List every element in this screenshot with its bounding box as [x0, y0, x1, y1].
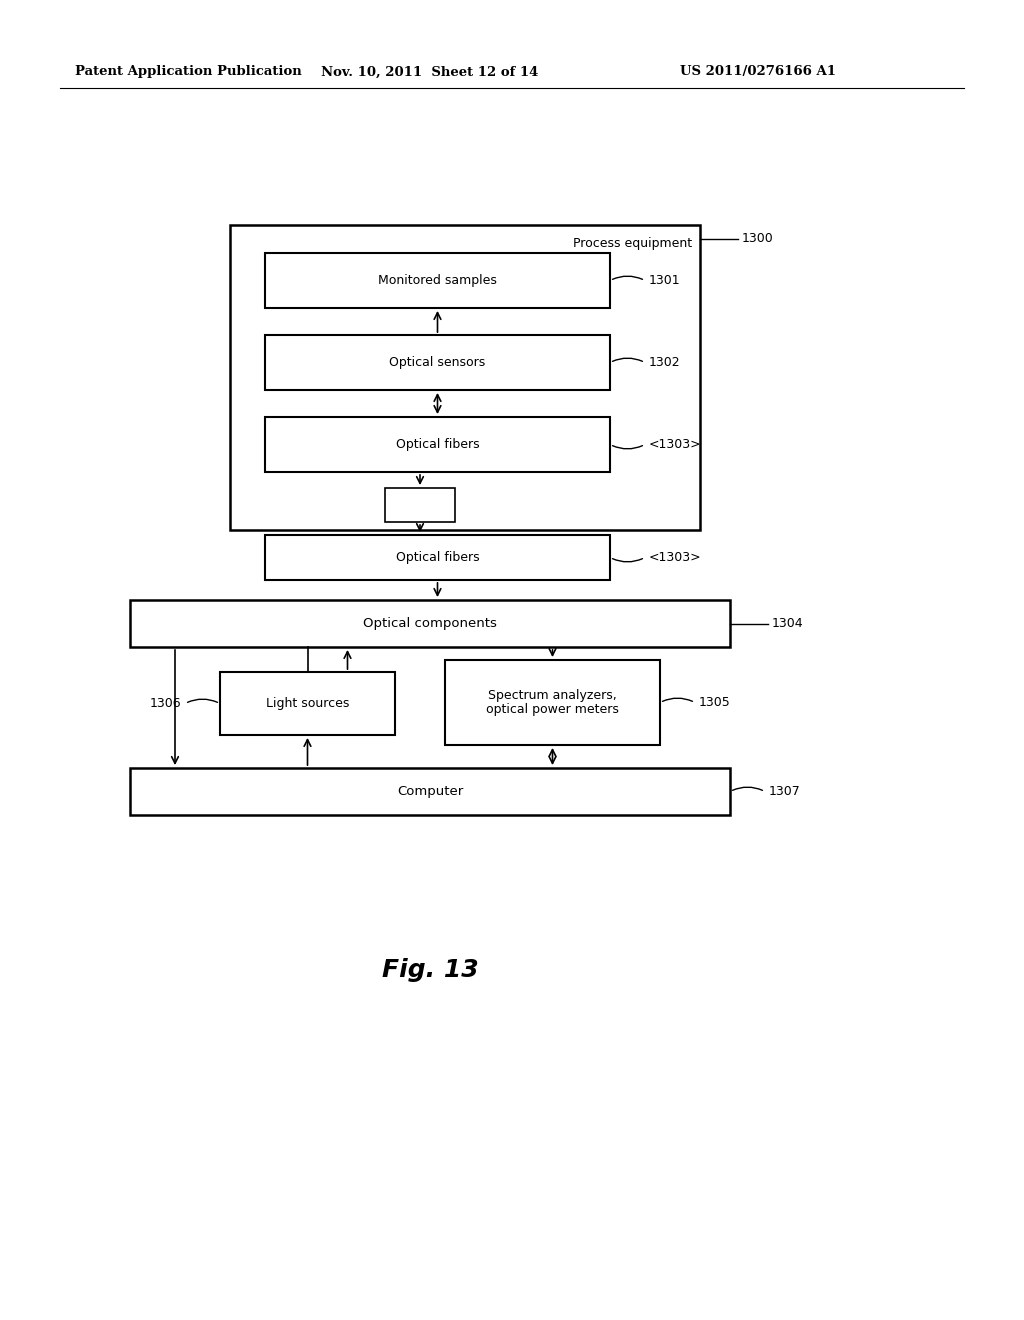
Bar	[265, 335, 610, 389]
Bar	[385, 488, 455, 521]
Text: Spectrum analyzers,
optical power meters: Spectrum analyzers, optical power meters	[486, 689, 618, 717]
Text: Fig. 13: Fig. 13	[382, 958, 478, 982]
Bar	[220, 672, 395, 735]
Text: 1306: 1306	[150, 697, 181, 710]
Bar	[265, 253, 610, 308]
Text: Optical components: Optical components	[364, 616, 497, 630]
Text: US 2011/0276166 A1: US 2011/0276166 A1	[680, 66, 836, 78]
Bar	[265, 535, 610, 579]
Text: 1304: 1304	[772, 616, 804, 630]
Text: 1300: 1300	[742, 232, 774, 246]
Text: Process equipment: Process equipment	[572, 238, 692, 249]
Text: <1303>: <1303>	[649, 438, 701, 451]
Text: Optical sensors: Optical sensors	[389, 356, 485, 370]
Text: 1301: 1301	[649, 275, 681, 286]
Bar	[445, 660, 660, 744]
Text: 1305: 1305	[699, 696, 731, 709]
Text: 1307: 1307	[769, 785, 801, 799]
Text: Monitored samples: Monitored samples	[378, 275, 497, 286]
Text: Nov. 10, 2011  Sheet 12 of 14: Nov. 10, 2011 Sheet 12 of 14	[322, 66, 539, 78]
Bar	[130, 768, 730, 814]
Text: Light sources: Light sources	[266, 697, 349, 710]
Text: Optical fibers: Optical fibers	[395, 550, 479, 564]
Bar	[265, 417, 610, 473]
Text: Optical fibers: Optical fibers	[395, 438, 479, 451]
Bar	[130, 601, 730, 647]
Text: 1302: 1302	[649, 356, 681, 370]
Bar	[230, 224, 700, 531]
Text: Patent Application Publication: Patent Application Publication	[75, 66, 302, 78]
Text: Computer: Computer	[397, 785, 463, 799]
Text: <1303>: <1303>	[649, 550, 701, 564]
